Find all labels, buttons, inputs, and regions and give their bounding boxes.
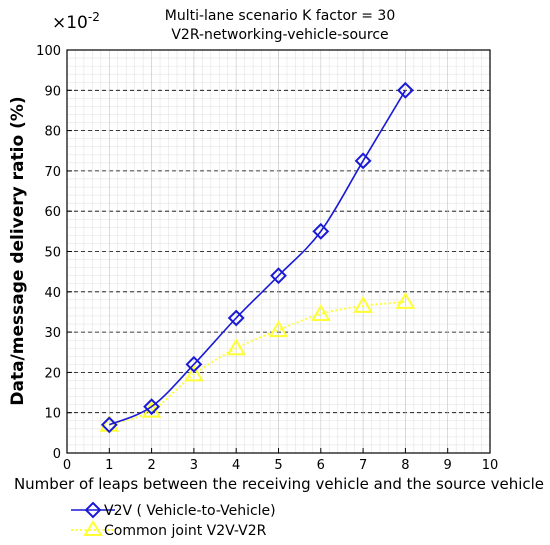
x-tick-label: 6 bbox=[317, 458, 325, 473]
y-tick-label: 10 bbox=[44, 407, 61, 422]
y-axis-ticks: 0 10 20 30 40 50 60 70 80 90 100 bbox=[36, 44, 72, 462]
data-point-triangle bbox=[311, 303, 331, 321]
y-exponent-label: ×10-2 bbox=[52, 10, 100, 33]
data-point-triangle bbox=[226, 338, 246, 356]
y-tick-label: 70 bbox=[44, 165, 61, 180]
data-point-diamond bbox=[354, 152, 372, 170]
data-point-diamond bbox=[312, 222, 330, 240]
x-tick-label: 7 bbox=[359, 458, 367, 473]
data-point-diamond bbox=[396, 81, 414, 99]
x-tick-label: 5 bbox=[274, 458, 282, 473]
y-tick-label: 90 bbox=[44, 84, 61, 99]
y-tick-label: 30 bbox=[44, 326, 61, 341]
x-tick-label: 2 bbox=[147, 458, 155, 473]
series-0 bbox=[100, 81, 414, 434]
x-axis-ticks: 0 1 2 3 4 5 6 7 8 9 10 bbox=[63, 448, 498, 473]
data-point-diamond bbox=[143, 398, 161, 416]
x-tick-label: 9 bbox=[444, 458, 452, 473]
major-grid bbox=[67, 50, 490, 453]
legend-entry-v2v: V2V ( Vehicle-to-Vehicle) bbox=[71, 501, 276, 519]
y-tick-label: 80 bbox=[44, 125, 61, 140]
series-line bbox=[108, 89, 407, 426]
legend-label-v2v: V2V ( Vehicle-to-Vehicle) bbox=[104, 503, 276, 519]
legend-diamond-marker bbox=[84, 501, 102, 519]
legend: V2V ( Vehicle-to-Vehicle) Common joint V… bbox=[71, 501, 276, 539]
x-axis-label: Number of leaps between the receiving ve… bbox=[14, 475, 544, 493]
x-tick-label: 1 bbox=[105, 458, 113, 473]
y-exponent-power: -2 bbox=[88, 10, 100, 24]
data-point-diamond bbox=[227, 309, 245, 327]
data-point-diamond bbox=[270, 267, 287, 285]
series-layer bbox=[99, 81, 416, 434]
y-exponent-base: ×10 bbox=[52, 13, 88, 33]
x-tick-label: 10 bbox=[482, 458, 499, 473]
x-tick-label: 0 bbox=[63, 458, 71, 473]
y-tick-label: 0 bbox=[53, 447, 61, 462]
data-point-diamond bbox=[100, 416, 118, 434]
data-point-triangle bbox=[268, 320, 289, 338]
legend-entry-joint: Common joint V2V-V2R bbox=[71, 520, 267, 539]
data-point-triangle bbox=[395, 291, 416, 309]
legend-label-joint: Common joint V2V-V2R bbox=[104, 523, 267, 539]
legend-triangle-marker bbox=[83, 520, 103, 536]
x-tick-label: 4 bbox=[232, 458, 240, 473]
data-point-triangle bbox=[184, 364, 204, 382]
chart-title-line-1: Multi-lane scenario K factor = 30 bbox=[165, 8, 396, 24]
y-axis-label: Data/message delivery ratio (%) bbox=[8, 96, 28, 405]
data-point-diamond bbox=[185, 355, 203, 373]
chart-title-line-2: V2R-networking-vehicle-source bbox=[171, 27, 388, 43]
y-tick-label: 100 bbox=[36, 44, 61, 59]
y-tick-label: 50 bbox=[44, 246, 61, 261]
y-tick-label: 60 bbox=[44, 205, 61, 220]
data-point-triangle bbox=[353, 295, 373, 313]
x-tick-label: 8 bbox=[401, 458, 409, 473]
y-tick-label: 40 bbox=[44, 286, 61, 301]
x-tick-label: 3 bbox=[190, 458, 198, 473]
y-tick-label: 20 bbox=[44, 366, 61, 381]
